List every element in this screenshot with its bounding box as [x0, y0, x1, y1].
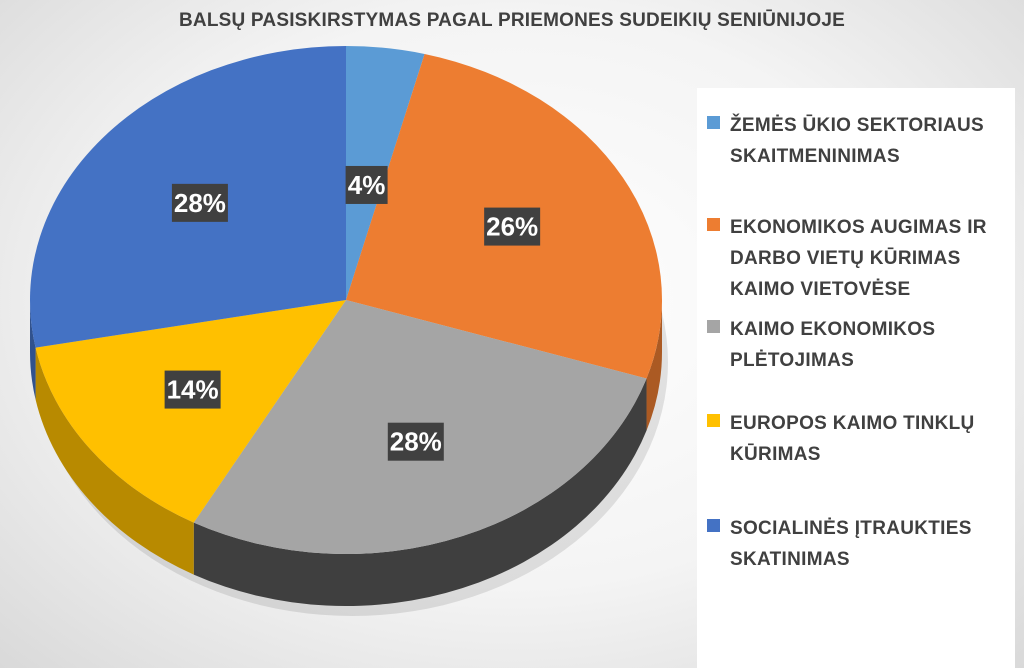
data-label-1: 26%: [486, 212, 538, 242]
pie-side-3: [35, 347, 194, 575]
legend-item: ŽEMĖS ŪKIO SEKTORIAUS SKAITMENINIMAS: [707, 110, 1007, 172]
pie-side-4: [30, 300, 36, 400]
pie-side-2: [193, 378, 647, 606]
data-label-box-2: [387, 422, 444, 461]
data-label-box-4: [171, 183, 228, 222]
legend-item: SOCIALINĖS ĮTRAUKTIES SKATINIMAS: [707, 513, 1007, 575]
legend-swatch-4: [707, 519, 720, 532]
legend-label: EKONOMIKOS AUGIMAS IR DARBO VIETŲ KŪRIMA…: [730, 217, 987, 300]
data-label-box-3: [164, 370, 221, 409]
legend-swatch-0: [707, 116, 720, 129]
legend-swatch-1: [707, 218, 720, 231]
legend-item: KAIMO EKONOMIKOS PLĖTOJIMAS: [707, 314, 1007, 376]
pie-slice-3: [35, 300, 346, 523]
chart-title: BALSŲ PASISKIRSTYMAS PAGAL PRIEMONES SUD…: [179, 10, 845, 31]
data-label-2: 28%: [390, 427, 442, 457]
pie-side-1: [646, 300, 662, 431]
data-label-4: 28%: [174, 188, 226, 218]
data-label-0: 4%: [348, 170, 386, 200]
legend-swatch-3: [707, 414, 720, 427]
legend: ŽEMĖS ŪKIO SEKTORIAUS SKAITMENINIMAS EKO…: [697, 88, 1015, 668]
legend-label: SOCIALINĖS ĮTRAUKTIES SKATINIMAS: [730, 518, 972, 570]
legend-label: EUROPOS KAIMO TINKLŲ KŪRIMAS: [730, 413, 975, 465]
legend-item: EUROPOS KAIMO TINKLŲ KŪRIMAS: [707, 408, 1007, 470]
legend-swatch-2: [707, 320, 720, 333]
data-label-box-1: [484, 207, 541, 246]
legend-label: KAIMO EKONOMIKOS PLĖTOJIMAS: [730, 319, 936, 371]
legend-label: ŽEMĖS ŪKIO SEKTORIAUS SKAITMENINIMAS: [730, 115, 985, 167]
data-label-3: 14%: [167, 375, 219, 405]
data-label-box-0: [345, 165, 388, 204]
legend-item: EKONOMIKOS AUGIMAS IR DARBO VIETŲ KŪRIMA…: [707, 212, 1007, 305]
